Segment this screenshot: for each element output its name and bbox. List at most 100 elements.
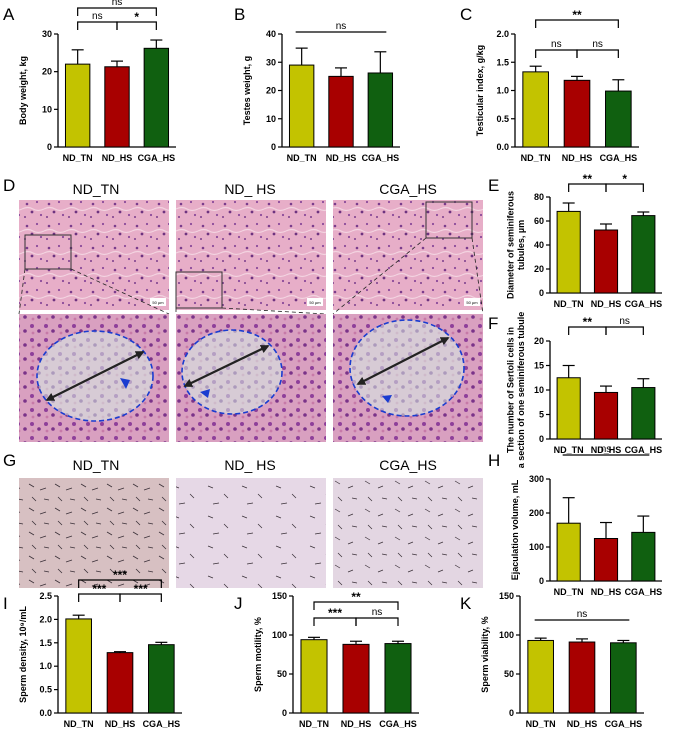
chart-C: C 0.0 0.5 1.0 1.5 2.0 Testicular index, g/kg ND…: [460, 5, 639, 163]
significance-label: ***: [92, 582, 106, 596]
chart-J: J 0 50 100 150 Sperm motility, % ND_TN ND_HS CGA…: [234, 590, 419, 729]
panel-letter-B: B: [234, 5, 245, 24]
x-tick-label: ND_TN: [287, 153, 317, 163]
x-tick-label: ND_HS: [591, 587, 622, 597]
sperm-image-nd-hs: [176, 478, 326, 588]
y-tick-label: 30: [42, 29, 52, 39]
y-tick-label: 0: [47, 142, 52, 152]
y-tick-label: 15: [534, 361, 544, 371]
y-tick-label: 30: [266, 57, 276, 67]
y-axis-label-line: Diameter of seminiferous: [506, 191, 516, 299]
sertoli-cell-marker: [382, 395, 392, 403]
zoom-guide-line: [70, 268, 170, 315]
significance-label: **: [572, 8, 582, 22]
y-tick-label: 10: [42, 104, 52, 114]
y-tick-label: 40: [534, 240, 544, 250]
bar-nd-tn: [522, 71, 549, 148]
y-tick-label: 1.0: [39, 661, 52, 671]
y-tick-label: 0.5: [39, 685, 52, 695]
x-tick-label: CGA_HS: [143, 719, 181, 729]
x-tick-label: ND_TN: [64, 719, 94, 729]
bar-nd-hs: [328, 75, 354, 148]
chart-A: A 0 10 20 30 Body weight, kg ND_TN ND_HS CGA_HS n…: [3, 0, 176, 163]
bar-cga-hs: [610, 642, 637, 714]
y-axis-label-line: a section of one seminiferous tubule: [516, 312, 526, 469]
y-tick-label: 0: [509, 708, 514, 718]
tubule-diameter-arrow: [356, 337, 450, 385]
scale-bar-label: 50 µm: [309, 300, 321, 305]
panel-letter-J: J: [234, 594, 243, 613]
significance-bracket: [313, 601, 399, 610]
bar-cga-hs: [631, 531, 656, 582]
x-tick-label: ND_HS: [562, 153, 593, 163]
significance-bracket: [535, 49, 578, 58]
x-tick-label: ND_TN: [63, 153, 93, 163]
bar-nd-tn: [556, 377, 581, 440]
y-tick-label: 40: [266, 29, 276, 39]
y-tick-label: 100: [529, 542, 544, 552]
panel-letter-F: F: [488, 314, 498, 333]
chart-E: E 0 20 40 60 80 Diameter of seminiferoustubule…: [488, 172, 662, 309]
y-tick-label: 200: [529, 508, 544, 518]
y-tick-label: 150: [499, 591, 514, 601]
y-tick-label: 20: [534, 336, 544, 346]
significance-label: *: [622, 172, 627, 186]
y-tick-label: 0: [271, 142, 276, 152]
x-tick-label: ND_TN: [521, 153, 551, 163]
chart-K: K 0 50 100 150 Sperm viability, % ND_TN ND_HS CG…: [460, 591, 644, 729]
scale-bar-box: [464, 298, 480, 306]
x-tick-label: ND_HS: [591, 299, 622, 309]
bar-cga-hs: [143, 47, 170, 148]
sperm-image-nd-tn: [19, 478, 169, 588]
x-tick-label: ND_TN: [299, 719, 329, 729]
significance-label: ns: [372, 607, 383, 618]
significance-bracket: [576, 49, 619, 58]
y-tick-label: 2.0: [39, 614, 52, 624]
significance-bracket: [355, 617, 399, 626]
x-tick-label: CGA_HS: [625, 299, 663, 309]
significance-label: ns: [336, 21, 347, 32]
sperm-image-panel: G ND_TN ND_ HS CGA_HS: [3, 451, 483, 588]
bar-cga-hs: [384, 643, 412, 714]
sertoli-cell-marker: [200, 389, 210, 398]
bar-nd-tn: [300, 639, 328, 714]
y-tick-label: 50: [277, 669, 287, 679]
y-tick-label: 150: [272, 591, 287, 601]
y-tick-label: 0.0: [496, 142, 509, 152]
bar-nd-hs: [106, 652, 134, 714]
x-tick-label: ND_HS: [591, 445, 622, 455]
y-tick-label: 50: [504, 669, 514, 679]
scale-bar-box: [150, 298, 166, 306]
bar-nd-tn: [527, 639, 554, 714]
zoom-guide-line: [221, 307, 327, 315]
significance-label: ns: [92, 11, 103, 22]
y-tick-label: 1.5: [496, 57, 509, 67]
sperm-title-nd-tn: ND_TN: [73, 457, 120, 473]
y-tick-label: 0: [539, 288, 544, 298]
significance-bracket: [78, 579, 162, 588]
scale-bar-label: 50 µm: [152, 300, 164, 305]
histology-title-nd-hs: ND_ HS: [224, 181, 275, 197]
significance-bracket: [116, 21, 157, 30]
chart-B: B 0 10 20 30 40 Testes weight, g ND_TN ND_HS CGA_…: [234, 5, 400, 163]
bar-cga-hs: [631, 387, 656, 440]
histology-title-nd-tn: ND_TN: [73, 181, 120, 197]
y-tick-label: 100: [272, 630, 287, 640]
bar-nd-tn: [556, 210, 581, 294]
panel-letter-H: H: [488, 451, 500, 470]
y-axis-label: Testicular index, g/kg: [475, 45, 485, 136]
significance-label: ns: [619, 316, 630, 327]
histology-zoom-box: [175, 271, 223, 309]
sperm-title-nd-hs: ND_ HS: [224, 457, 275, 473]
x-tick-label: CGA_HS: [605, 719, 643, 729]
x-tick-label: ND_TN: [554, 299, 584, 309]
significance-label: ***: [134, 582, 148, 596]
tubule-outline: [349, 319, 465, 417]
x-tick-label: CGA_HS: [379, 719, 417, 729]
significance-bracket: [77, 7, 157, 16]
y-tick-label: 1.5: [39, 638, 52, 648]
significance-bracket: [535, 19, 619, 28]
y-tick-label: 100: [499, 630, 514, 640]
y-tick-label: 20: [266, 86, 276, 96]
